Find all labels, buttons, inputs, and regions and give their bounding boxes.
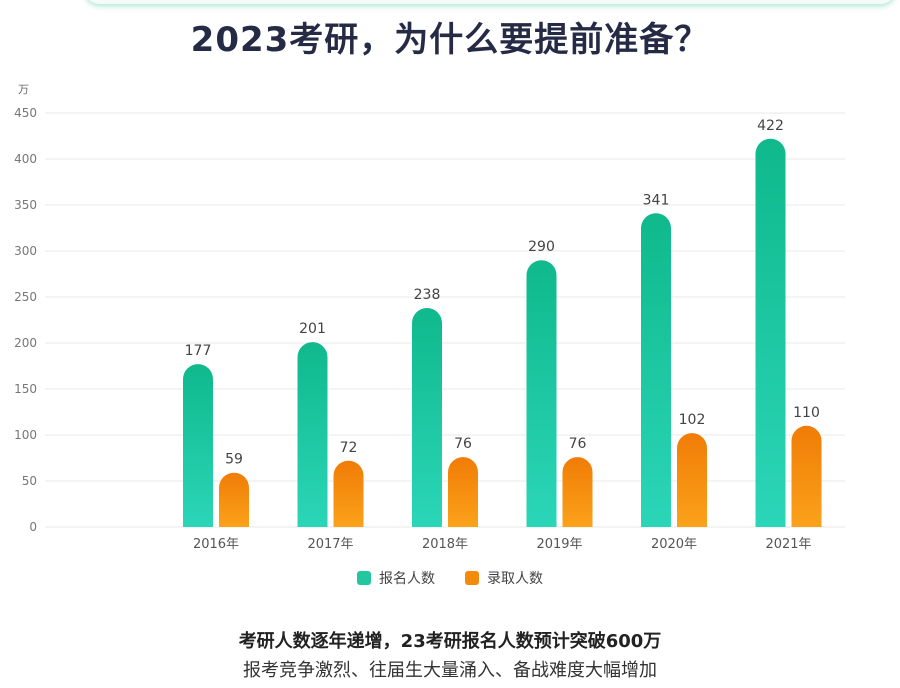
bar-registrations bbox=[641, 213, 671, 527]
y-tick-label: 450 bbox=[14, 106, 37, 120]
data-label-admissions: 110 bbox=[793, 405, 820, 421]
legend-item-admissions: 录取人数 bbox=[465, 568, 543, 588]
bar-admissions bbox=[448, 457, 478, 527]
bar-admissions bbox=[333, 460, 364, 527]
data-label-registrations: 177 bbox=[185, 343, 212, 359]
y-tick-label: 400 bbox=[14, 152, 37, 166]
chart-legend: 报名人数 录取人数 bbox=[0, 568, 900, 588]
page-title: 2023考研，为什么要提前准备？ bbox=[190, 20, 710, 60]
data-label-admissions: 102 bbox=[679, 412, 706, 428]
x-tick-label: 2019年 bbox=[536, 537, 582, 552]
y-tick-label: 200 bbox=[14, 336, 37, 350]
data-label-registrations: 238 bbox=[414, 287, 441, 303]
bar-registrations bbox=[526, 260, 557, 527]
y-tick-label: 250 bbox=[14, 290, 37, 304]
x-tick-label: 2016年 bbox=[193, 537, 239, 552]
x-tick-label: 2021年 bbox=[765, 537, 811, 552]
bar-registrations bbox=[412, 308, 442, 527]
bar-admissions bbox=[677, 433, 707, 527]
y-tick-label: 50 bbox=[22, 474, 37, 488]
legend-label-registrations: 报名人数 bbox=[379, 571, 435, 587]
y-tick-label: 350 bbox=[14, 198, 37, 212]
y-tick-label: 300 bbox=[14, 244, 37, 258]
data-label-registrations: 290 bbox=[528, 239, 555, 255]
data-label-admissions: 72 bbox=[340, 440, 358, 456]
y-tick-label: 0 bbox=[29, 520, 37, 534]
y-tick-label: 150 bbox=[14, 382, 37, 396]
data-label-registrations: 341 bbox=[643, 192, 670, 208]
bar-registrations bbox=[183, 364, 213, 527]
data-label-registrations: 422 bbox=[757, 118, 784, 134]
bar-admissions bbox=[562, 457, 593, 527]
data-label-admissions: 76 bbox=[454, 436, 472, 452]
y-unit-label: 万 bbox=[18, 83, 29, 96]
y-tick-label: 100 bbox=[14, 428, 37, 442]
top-decoration-band bbox=[85, 0, 895, 4]
footer-headline: 考研人数逐年递增，23考研报名人数预计突破600万 bbox=[238, 631, 662, 652]
legend-item-registrations: 报名人数 bbox=[357, 568, 435, 588]
x-tick-label: 2020年 bbox=[651, 537, 697, 552]
x-tick-label: 2017年 bbox=[307, 537, 353, 552]
legend-label-admissions: 录取人数 bbox=[487, 571, 543, 587]
bar-registrations bbox=[297, 342, 328, 527]
footer-subtitle: 报考竞争激烈、往届生大量涌入、备战难度大幅增加 bbox=[243, 660, 657, 681]
data-label-registrations: 201 bbox=[299, 321, 326, 337]
bar-chart: 万 0 50 100 150 200 250 300 350 400 450 177 59 2016年… bbox=[14, 83, 845, 552]
x-tick-label: 2018年 bbox=[422, 537, 468, 552]
legend-swatch-green bbox=[357, 571, 371, 585]
data-label-admissions: 59 bbox=[225, 452, 243, 468]
data-label-admissions: 76 bbox=[569, 436, 587, 452]
bar-registrations bbox=[755, 138, 786, 527]
bar-admissions bbox=[219, 472, 249, 527]
legend-swatch-orange bbox=[465, 571, 479, 585]
bar-admissions bbox=[791, 425, 822, 527]
